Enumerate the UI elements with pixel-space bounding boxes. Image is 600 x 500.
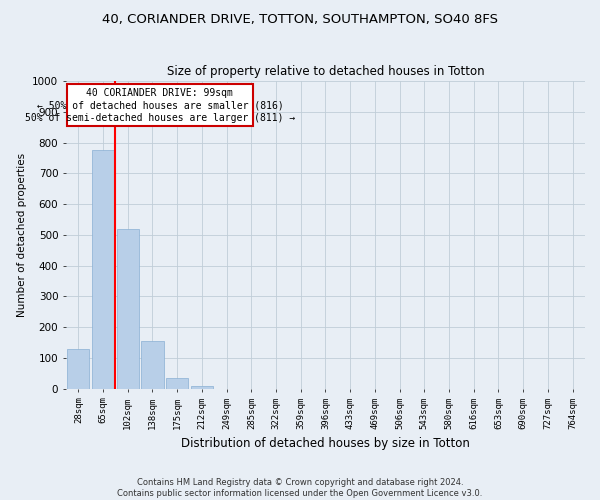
Text: Contains HM Land Registry data © Crown copyright and database right 2024.
Contai: Contains HM Land Registry data © Crown c… bbox=[118, 478, 482, 498]
Bar bbox=[142, 341, 164, 389]
Y-axis label: Number of detached properties: Number of detached properties bbox=[17, 153, 26, 317]
Bar bbox=[67, 349, 89, 389]
FancyBboxPatch shape bbox=[67, 84, 253, 126]
Bar bbox=[166, 378, 188, 389]
Bar bbox=[191, 386, 213, 389]
Text: ← 50% of detached houses are smaller (816): ← 50% of detached houses are smaller (81… bbox=[37, 100, 283, 110]
Title: Size of property relative to detached houses in Totton: Size of property relative to detached ho… bbox=[167, 66, 484, 78]
Bar bbox=[116, 229, 139, 389]
Text: 40 CORIANDER DRIVE: 99sqm: 40 CORIANDER DRIVE: 99sqm bbox=[86, 88, 233, 99]
Bar bbox=[92, 150, 114, 389]
Text: 40, CORIANDER DRIVE, TOTTON, SOUTHAMPTON, SO40 8FS: 40, CORIANDER DRIVE, TOTTON, SOUTHAMPTON… bbox=[102, 12, 498, 26]
Text: 50% of semi-detached houses are larger (811) →: 50% of semi-detached houses are larger (… bbox=[25, 113, 295, 123]
X-axis label: Distribution of detached houses by size in Totton: Distribution of detached houses by size … bbox=[181, 437, 470, 450]
